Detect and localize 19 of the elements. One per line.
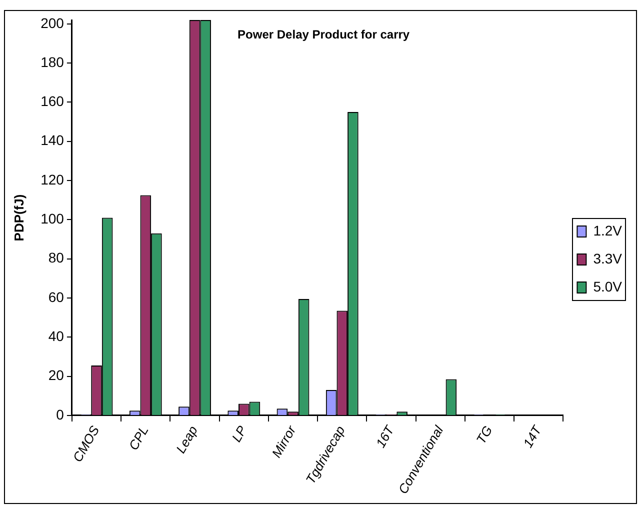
- y-tick-label: 40: [48, 328, 64, 344]
- y-tick-label: 200: [40, 14, 64, 31]
- y-tick-label: 80: [48, 250, 64, 266]
- x-tick-label: TG: [473, 423, 496, 446]
- legend-label: 1.2V: [593, 222, 623, 238]
- y-tick-label: 120: [40, 171, 64, 188]
- y-tick-label: 180: [40, 54, 64, 70]
- legend-label: 3.3V: [593, 250, 623, 266]
- legend-label: 5.0V: [593, 278, 623, 294]
- y-tick-label: 60: [48, 288, 64, 305]
- y-tick-label: 20: [48, 367, 64, 384]
- text: Power Delay Product for carry: [238, 27, 410, 42]
- y-tick-label: 140: [40, 132, 64, 148]
- x-tick-label: LP: [228, 422, 250, 444]
- y-tick-label: 0: [56, 406, 64, 422]
- y-axis-title: PDP(fJ): [11, 194, 26, 242]
- x-tick-label: CPL: [126, 423, 152, 453]
- y-tick-label: 160: [40, 93, 64, 110]
- y-tick-label: 100: [40, 210, 64, 227]
